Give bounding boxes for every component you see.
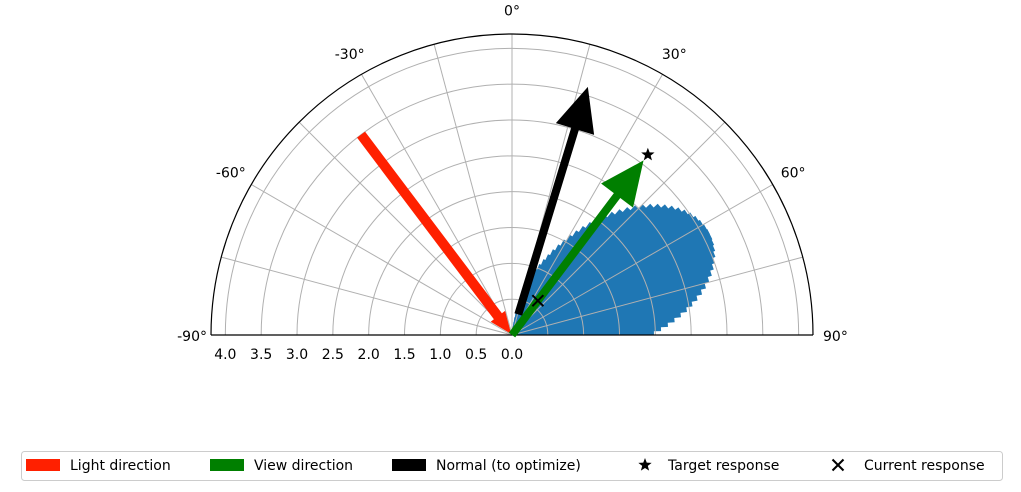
polar-grid <box>221 34 803 336</box>
lobe-area <box>512 203 716 335</box>
legend-entry: Normal (to optimize) <box>392 458 581 474</box>
grid-spoke <box>298 121 513 336</box>
arrows <box>357 86 644 338</box>
legend-entry: Light direction <box>26 458 171 474</box>
r-tick-label: 3.0 <box>286 347 308 363</box>
grid-spoke <box>511 184 773 336</box>
legend: Light direction View direction Normal (to … <box>21 451 1003 481</box>
legend-entry: Current response <box>831 458 985 474</box>
r-tick-label: 2.0 <box>358 347 380 363</box>
r-tick-label: 3.5 <box>250 347 272 363</box>
legend-label: Current response <box>864 458 985 474</box>
legend-label: Normal (to optimize) <box>436 458 581 474</box>
theta-tick-label: 30° <box>662 47 687 63</box>
theta-tick-label: 0° <box>504 3 520 19</box>
grid-spoke <box>511 121 726 336</box>
legend-label: Light direction <box>70 458 171 474</box>
legend-entry: Target response <box>638 458 779 474</box>
r-tick-label: 4.0 <box>214 347 236 363</box>
legend-swatch <box>392 459 426 471</box>
tick-labels: -90° -60° -30° 0° 30° 60° 90° 0.0 0.5 1.0 1.5 2.0 2.… <box>177 3 848 363</box>
grid-spoke <box>361 74 513 336</box>
legend-label: Target response <box>667 458 779 474</box>
legend-swatch <box>210 459 244 471</box>
r-tick-label: 2.5 <box>322 347 344 363</box>
grid-spoke <box>251 184 513 336</box>
legend-swatch <box>26 459 60 471</box>
view-direction-arrow <box>508 160 644 338</box>
legend-entry: View direction <box>210 458 353 474</box>
r-tick-label: 1.0 <box>429 347 451 363</box>
grid-spoke <box>511 74 663 336</box>
star-icon <box>638 458 652 471</box>
grid-spoke <box>433 44 513 336</box>
outer-arc <box>210 33 814 336</box>
r-tick-label: 0.0 <box>501 347 523 363</box>
legend-box <box>21 451 1003 481</box>
grid-spoke <box>511 256 803 336</box>
r-tick-label: 0.5 <box>465 347 487 363</box>
normal-to-optimize-arrow <box>514 86 595 316</box>
theta-tick-label: -60° <box>216 166 246 182</box>
current-response-marker <box>531 294 545 307</box>
markers <box>531 147 655 307</box>
legend-label: View direction <box>254 458 353 474</box>
grid-spoke <box>221 256 513 336</box>
theta-tick-label: 90° <box>823 329 848 345</box>
theta-tick-label: -90° <box>177 329 207 345</box>
x-stroke <box>831 458 845 472</box>
response-lobe <box>512 203 716 335</box>
theta-tick-label: 60° <box>781 166 806 182</box>
target-response-marker <box>641 147 655 161</box>
x-stroke <box>531 294 545 307</box>
r-tick-label: 1.5 <box>393 347 415 363</box>
light-direction-arrow <box>357 131 512 334</box>
theta-tick-label: -30° <box>335 47 365 63</box>
x-icon <box>831 458 845 472</box>
